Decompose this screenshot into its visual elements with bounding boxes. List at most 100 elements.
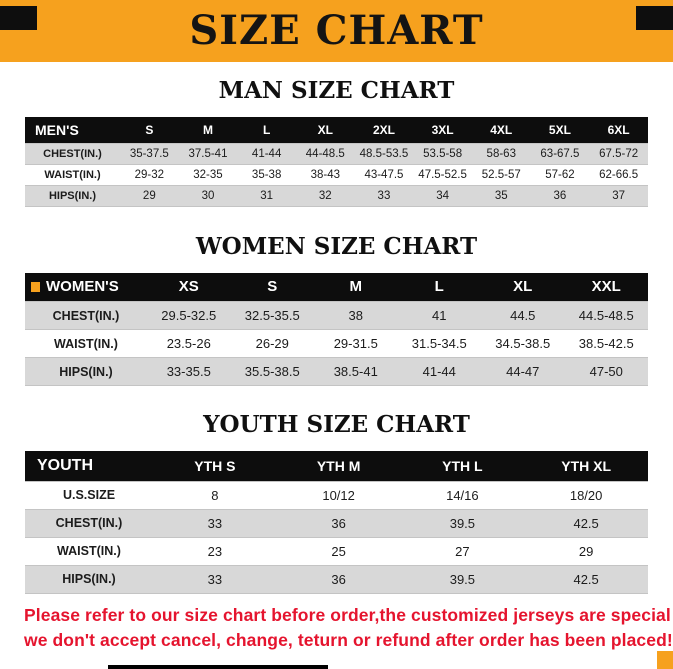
row-label-cell: HIPS(IN.) [25,184,120,207]
size-header-cell: M [178,117,238,143]
row-label-cell: WAIST(IN.) [25,329,147,358]
value-cell: 27 [400,536,525,565]
value-cell: 39.5 [400,508,525,537]
orange-marker-icon [31,282,40,293]
value-cell: 33 [153,508,277,537]
table-row: CHEST(IN.) 29.5-32.5 32.5-35.5 38 41 44.5 44.5… [25,301,648,330]
value-cell: 14/16 [400,480,525,509]
value-cell: 42.5 [524,564,648,594]
value-cell: 35 [471,184,531,207]
men-section-heading: MAN SIZE CHART [218,77,455,104]
size-header-cell: 3XL [413,117,472,143]
value-cell: 32.5-35.5 [230,301,314,330]
value-cell: 41-44 [397,357,481,386]
women-size-table: WOMEN'S XS S M L XL XXL CHEST(IN.) 29.5-32.5 32.5… [25,272,648,386]
size-header-cell: 6XL [589,117,648,143]
value-cell: 25 [276,536,401,565]
table-header-row: YOUTH YTH S YTH M YTH L YTH XL [25,451,648,481]
value-cell: 31.5-34.5 [397,329,481,358]
value-cell: 33 [354,184,414,207]
value-cell: 34.5-38.5 [481,329,565,358]
value-cell: 29-31.5 [314,329,398,358]
size-header-cell: XXL [564,272,648,302]
value-cell: 10/12 [276,480,401,509]
table-row: WAIST(IN.) 23.5-26 26-29 29-31.5 31.5-34.5 34… [25,329,648,358]
page-title: SIZE CHART [189,7,484,54]
value-cell: 58-63 [471,142,531,164]
value-cell: 32-35 [178,163,238,185]
youth-section-heading: YOUTH SIZE CHART [203,411,470,438]
value-cell: 35.5-38.5 [230,357,314,386]
value-cell: 33-35.5 [147,357,231,386]
title-banner: SIZE CHART [0,0,673,62]
row-label-cell: HIPS(IN.) [25,564,153,594]
table-title-cell: WOMEN'S [25,272,147,302]
size-header-cell: XS [147,272,231,302]
table-row: WAIST(IN.) 23 25 27 29 [25,536,648,565]
value-cell: 44-47 [481,357,565,386]
table-row: U.S.SIZE 8 10/12 14/16 18/20 [25,480,648,509]
row-label-cell: HIPS(IN.) [25,357,147,386]
value-cell: 53.5-58 [413,142,472,164]
value-cell: 43-47.5 [354,163,414,185]
table-row: CHEST(IN.) 33 36 39.5 42.5 [25,508,648,537]
row-label-cell: CHEST(IN.) [25,508,153,537]
value-cell: 31 [237,184,296,207]
value-cell: 62-66.5 [589,163,648,185]
value-cell: 29 [524,536,648,565]
section-women: WOMEN SIZE CHART WOMEN'S XS S M L XL XXL CHEST(… [0,232,673,386]
size-header-cell: YTH L [400,451,525,481]
value-cell: 23.5-26 [147,329,231,358]
women-size-table-host: WOMEN'S XS S M L XL XXL CHEST(IN.) 29.5-32.5 32.5… [0,272,673,386]
value-cell: 63-67.5 [530,142,590,164]
footer-notice: Please refer to our size chart before or… [24,603,673,653]
value-cell: 32 [295,184,355,207]
footer-notice-line-2: we don't accept cancel, change, teturn o… [24,629,673,650]
section-youth: YOUTH SIZE CHART YOUTH YTH S YTH M YTH L YTH… [0,410,673,594]
table-row: WAIST(IN.) 29-32 32-35 35-38 38-43 43-47.5 47.… [25,163,648,185]
value-cell: 36 [276,564,401,594]
value-cell: 29.5-32.5 [147,301,231,330]
value-cell: 8 [153,480,277,509]
value-cell: 57-62 [530,163,590,185]
value-cell: 38-43 [295,163,355,185]
size-header-cell: YTH M [276,451,401,481]
size-header-cell: S [120,117,179,143]
size-header-cell: XL [295,117,355,143]
men-size-table: MEN'S S M L XL 2XL 3XL 4XL 5XL 6XL CHEST(IN.) 35-37… [25,117,648,207]
value-cell: 26-29 [230,329,314,358]
row-label-cell: WAIST(IN.) [25,163,120,185]
value-cell: 30 [178,184,238,207]
value-cell: 37 [589,184,648,207]
value-cell: 47.5-52.5 [413,163,472,185]
women-section-heading: WOMEN SIZE CHART [195,232,478,260]
corner-block-right [636,6,673,30]
value-cell: 36 [530,184,590,207]
table-title-cell: YOUTH [25,451,153,481]
size-header-cell: 2XL [354,117,414,143]
youth-size-table-host: YOUTH YTH S YTH M YTH L YTH XL U.S.SIZE 8 10/12… [0,451,673,594]
value-cell: 41-44 [237,142,296,164]
size-header-cell: L [397,272,481,302]
section-men: MAN SIZE CHART MEN'S S M L XL 2XL 3XL 4XL 5XL 6XL… [0,76,673,207]
corner-block-left [0,6,37,30]
row-label-cell: CHEST(IN.) [25,301,147,330]
size-header-cell: YTH S [153,451,277,481]
value-cell: 36 [276,508,401,537]
row-label-cell: WAIST(IN.) [25,536,153,565]
size-header-cell: 4XL [471,117,531,143]
value-cell: 52.5-57 [471,163,531,185]
value-cell: 47-50 [564,357,648,386]
value-cell: 29 [120,184,179,207]
value-cell: 37.5-41 [178,142,238,164]
value-cell: 44-48.5 [295,142,355,164]
value-cell: 44.5-48.5 [564,301,648,330]
value-cell: 23 [153,536,277,565]
table-header-row: WOMEN'S XS S M L XL XXL [25,272,648,302]
size-header-cell: YTH XL [524,451,648,481]
value-cell: 35-37.5 [120,142,179,164]
table-title-cell: MEN'S [25,117,120,143]
value-cell: 29-32 [120,163,179,185]
size-header-cell: M [314,272,398,302]
